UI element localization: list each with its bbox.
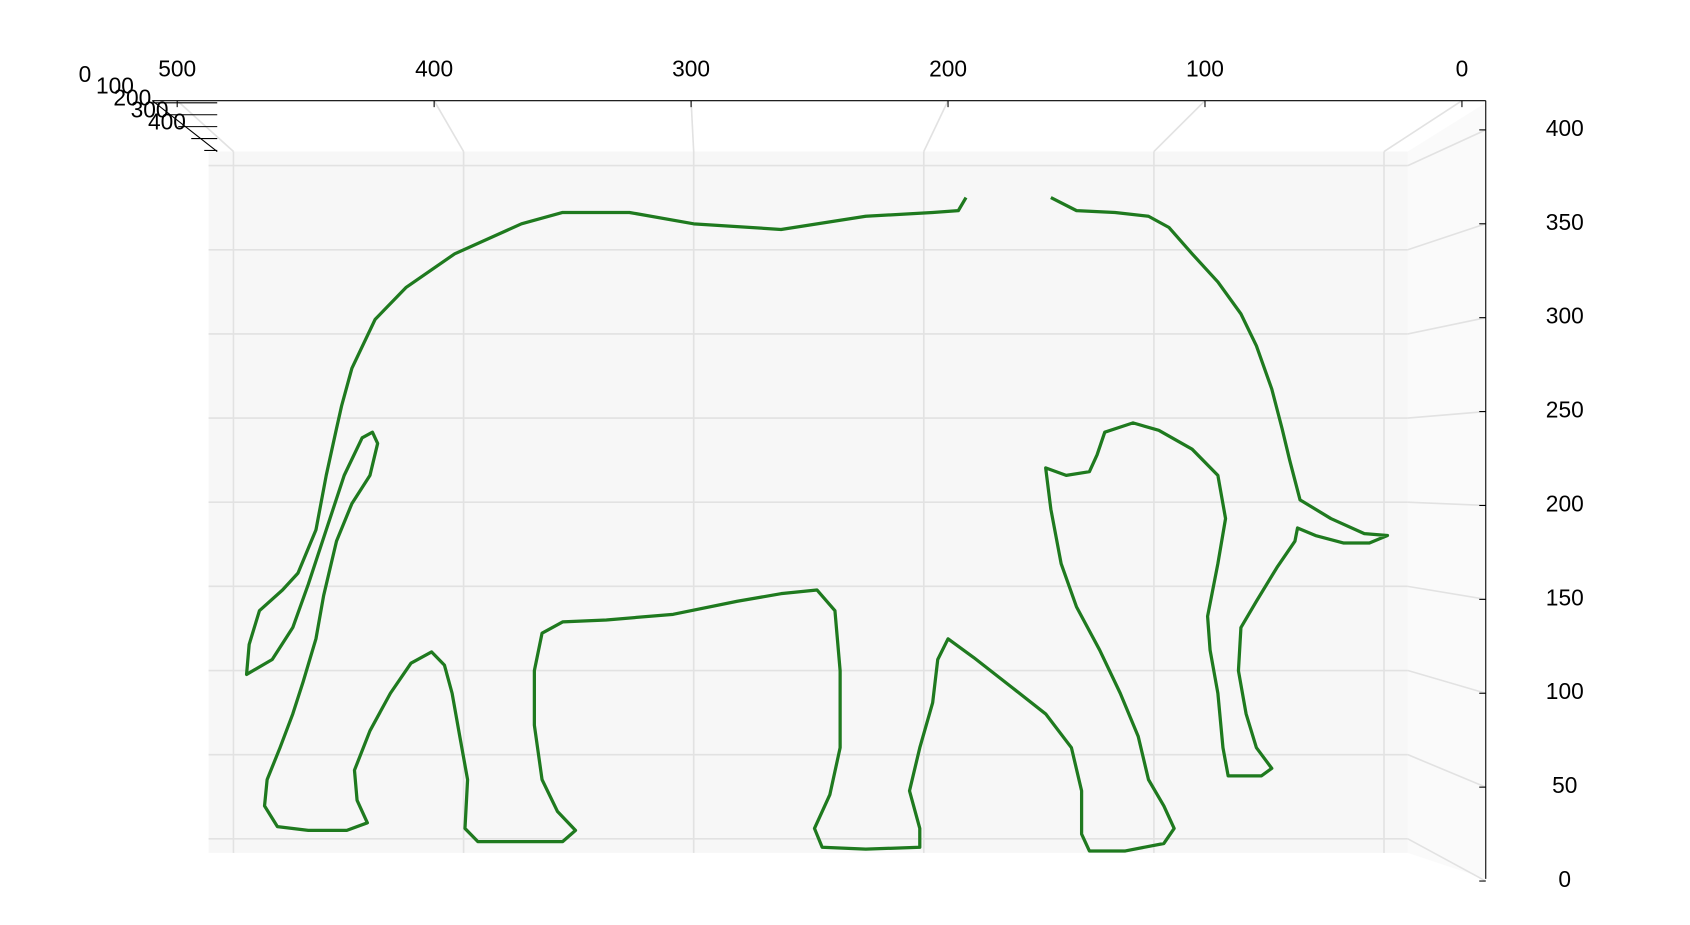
z-tick-label: 0 — [79, 61, 92, 87]
y-tick-label: 100 — [1546, 678, 1584, 704]
y-tick-label: 350 — [1546, 209, 1584, 235]
x-tick-label: 100 — [1186, 55, 1224, 81]
grid-line — [433, 100, 465, 152]
grid-line — [1153, 100, 1206, 153]
grid-line — [1407, 223, 1487, 251]
y-tick-label: 200 — [1546, 490, 1584, 516]
grid-line — [1407, 585, 1486, 601]
lines — [244, 196, 1390, 853]
grid-line — [1407, 753, 1487, 788]
x-tick-label: 400 — [415, 55, 453, 81]
grid — [176, 99, 1487, 882]
grid-line — [1407, 669, 1486, 695]
line — [244, 196, 1390, 853]
side-wall — [1407, 102, 1486, 879]
y-tick-label: 400 — [1546, 115, 1584, 141]
z-tick-label: 200 — [113, 85, 151, 111]
y-tick-label: 300 — [1546, 303, 1584, 329]
y-tick-label: 250 — [1546, 397, 1584, 423]
grid-line — [1407, 501, 1486, 507]
y-tick-label: 50 — [1552, 772, 1577, 798]
x-tick-label: 200 — [929, 55, 967, 81]
x-tick-label: 300 — [672, 55, 710, 81]
grid-line — [690, 100, 695, 152]
y-tick-label: 150 — [1546, 584, 1584, 610]
grid-line — [1407, 410, 1486, 419]
axes: 0100200300400500050100150200250300350400… — [79, 55, 1584, 892]
x-tick-label: 500 — [158, 55, 196, 81]
z-axis — [151, 100, 218, 152]
grid-line — [1407, 838, 1487, 882]
grid-line — [1383, 99, 1463, 153]
y-tick-label: 0 — [1558, 866, 1571, 892]
grid-line — [923, 100, 949, 152]
grid-line — [1407, 129, 1487, 167]
z-tick-label: 100 — [96, 73, 134, 99]
grid-line — [1407, 316, 1486, 335]
x-tick-label: 0 — [1456, 55, 1469, 81]
